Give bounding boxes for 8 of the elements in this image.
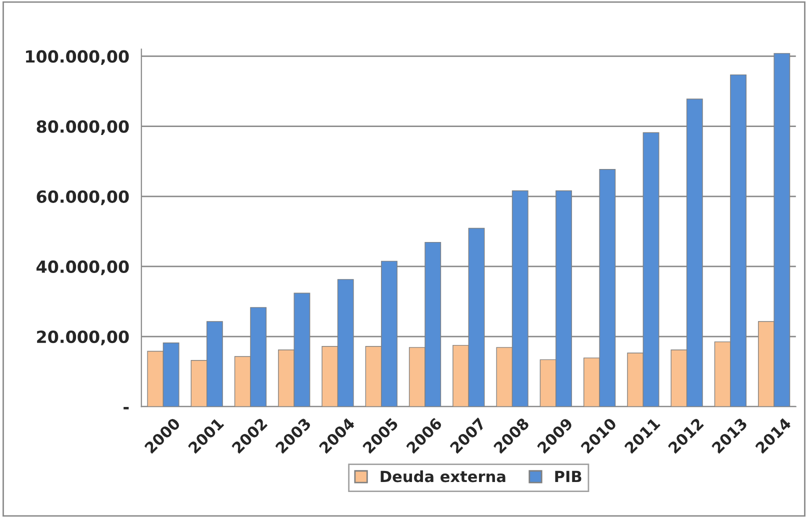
y-tick-label: - [124, 406, 129, 410]
y-tick-label: 40.000,00 [36, 260, 129, 276]
legend-label: PIB [555, 470, 582, 482]
y-tick-label: 20.000,00 [37, 330, 129, 346]
legend-label: Deuda externa [380, 470, 506, 482]
y-tick-label: 80.000,00 [36, 120, 129, 135]
y-tick-label: 100.000,00 [26, 50, 129, 65]
y-tick-label: 60.000,00 [36, 190, 129, 206]
